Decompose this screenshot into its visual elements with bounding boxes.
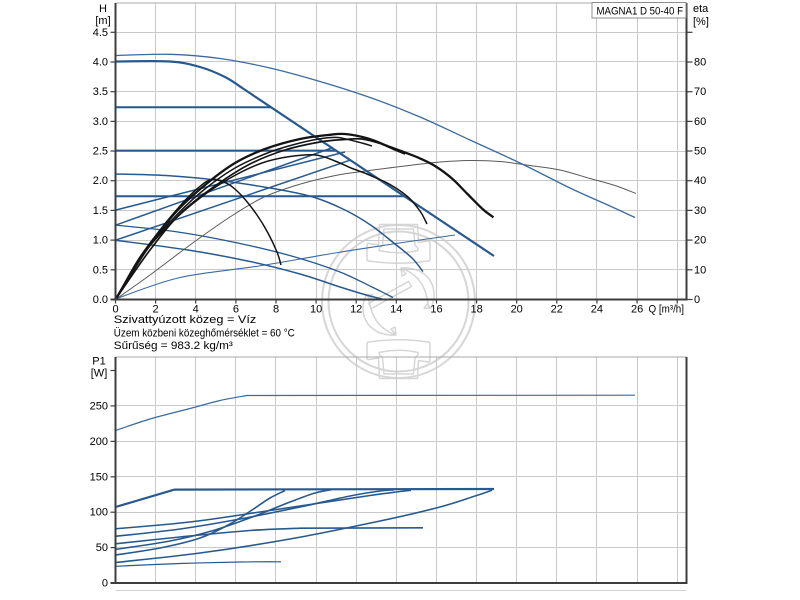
svg-text:16: 16 bbox=[430, 304, 442, 316]
svg-text:P1: P1 bbox=[92, 356, 105, 368]
svg-text:Üzem közbeni közeghőmérséklet: Üzem közbeni közeghőmérséklet = 60 °C bbox=[114, 327, 295, 339]
svg-text:MAGNA1 D 50-40 F: MAGNA1 D 50-40 F bbox=[597, 6, 684, 18]
svg-text:0: 0 bbox=[112, 304, 118, 316]
svg-text:1.5: 1.5 bbox=[93, 205, 108, 217]
svg-text:3.5: 3.5 bbox=[93, 86, 108, 98]
svg-text:150: 150 bbox=[90, 471, 108, 483]
svg-text:60: 60 bbox=[694, 116, 706, 128]
svg-text:2.0: 2.0 bbox=[93, 175, 108, 187]
svg-text:Q [m³/h]: Q [m³/h] bbox=[649, 304, 685, 316]
svg-text:4.5: 4.5 bbox=[93, 27, 108, 39]
svg-text:40: 40 bbox=[694, 175, 706, 187]
svg-text:24: 24 bbox=[591, 304, 603, 316]
svg-text:8: 8 bbox=[273, 304, 279, 316]
svg-text:[m]: [m] bbox=[95, 15, 110, 27]
svg-text:18: 18 bbox=[470, 304, 482, 316]
svg-text:Sűrűség = 983.2 kg/m³: Sűrűség = 983.2 kg/m³ bbox=[114, 340, 233, 352]
svg-text:H: H bbox=[99, 3, 107, 15]
svg-text:eta: eta bbox=[693, 3, 709, 15]
svg-text:6: 6 bbox=[233, 304, 239, 316]
svg-text:2.5: 2.5 bbox=[93, 146, 108, 158]
svg-text:26: 26 bbox=[631, 304, 643, 316]
svg-text:50: 50 bbox=[96, 542, 108, 554]
svg-text:14: 14 bbox=[390, 304, 402, 316]
svg-text:[%]: [%] bbox=[693, 16, 709, 28]
svg-text:12: 12 bbox=[350, 304, 362, 316]
svg-text:Szivattyúzott közeg = Víz: Szivattyúzott közeg = Víz bbox=[114, 314, 256, 326]
svg-text:10: 10 bbox=[694, 264, 706, 276]
svg-text:3.0: 3.0 bbox=[93, 116, 108, 128]
svg-text:0.0: 0.0 bbox=[93, 294, 108, 306]
svg-text:250: 250 bbox=[90, 400, 108, 412]
svg-text:4.0: 4.0 bbox=[93, 57, 108, 69]
svg-text:4: 4 bbox=[193, 304, 199, 316]
svg-text:10: 10 bbox=[310, 304, 322, 316]
svg-text:20: 20 bbox=[694, 235, 706, 247]
svg-text:2: 2 bbox=[153, 304, 159, 316]
svg-text:[W]: [W] bbox=[91, 368, 108, 380]
svg-text:0: 0 bbox=[102, 578, 108, 590]
svg-text:80: 80 bbox=[694, 57, 706, 69]
svg-text:50: 50 bbox=[694, 146, 706, 158]
svg-text:70: 70 bbox=[694, 86, 706, 98]
svg-text:22: 22 bbox=[551, 304, 563, 316]
svg-text:100: 100 bbox=[90, 507, 108, 519]
svg-text:20: 20 bbox=[511, 304, 523, 316]
svg-text:1.0: 1.0 bbox=[93, 235, 108, 247]
svg-text:30: 30 bbox=[694, 205, 706, 217]
svg-text:0.5: 0.5 bbox=[93, 264, 108, 276]
svg-text:200: 200 bbox=[90, 436, 108, 448]
svg-text:0: 0 bbox=[694, 294, 700, 306]
